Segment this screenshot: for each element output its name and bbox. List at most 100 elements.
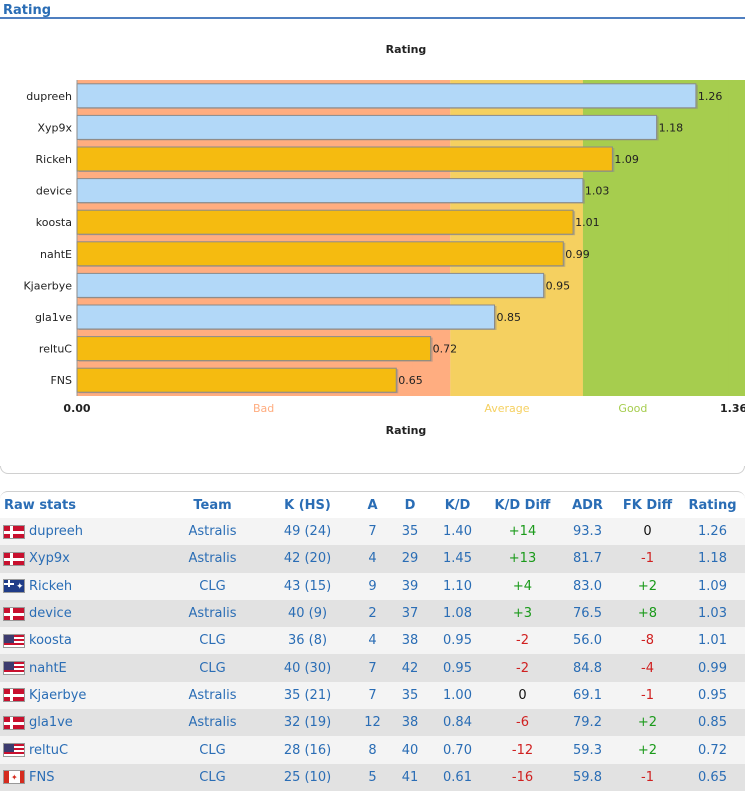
column-header[interactable]: K (HS) — [284, 497, 331, 513]
table-row: FNS CLG 25 (10) 5 41 0.61 -16 59.8 -1 0.65 — [0, 763, 745, 791]
kd-cell: 1.10 — [443, 578, 472, 594]
bar-category-label: nahtE — [40, 248, 72, 261]
team-link[interactable]: Astralis — [188, 606, 237, 622]
kd-diff-cell: -2 — [516, 660, 529, 676]
table-row: reltuC CLG 28 (16) 8 40 0.70 -12 59.3 +2 0.72 — [0, 736, 745, 764]
bar-category-label: Rickeh — [36, 153, 72, 166]
kd-diff-cell: 0 — [518, 687, 527, 703]
bar-category-label: reltuC — [39, 343, 72, 356]
flag-dk-icon — [3, 688, 25, 703]
player-link[interactable]: nahtE — [29, 660, 67, 676]
bar — [76, 83, 697, 109]
deaths-cell: 39 — [401, 578, 419, 594]
rating-cell: 0.72 — [698, 742, 727, 758]
bar — [76, 178, 584, 204]
column-header[interactable]: K/D — [444, 497, 471, 513]
x-axis-label: Rating — [386, 424, 427, 437]
rating-cell: 0.95 — [698, 687, 727, 703]
flag-dk-icon — [3, 551, 25, 566]
kd-diff-cell: -6 — [516, 715, 529, 731]
team-link[interactable]: CLG — [199, 633, 226, 649]
flag-dk-icon — [3, 524, 25, 539]
section-title: Rating — [3, 3, 52, 18]
kills-cell: 43 (15) — [283, 578, 332, 594]
kd-cell: 1.45 — [443, 551, 472, 567]
kd-cell: 1.00 — [443, 687, 472, 703]
player-cell: gla1ve — [0, 709, 165, 736]
flag-ca-icon — [3, 770, 25, 785]
team-link[interactable]: Astralis — [188, 715, 237, 731]
assists-cell: 7 — [368, 524, 377, 540]
flag-dk-icon — [3, 715, 25, 730]
player-cell: dupreeh — [0, 518, 165, 545]
bar-category-label: koosta — [36, 216, 72, 229]
player-link[interactable]: device — [29, 606, 72, 622]
player-link[interactable]: Rickeh — [29, 578, 73, 594]
column-header[interactable]: FK Diff — [622, 497, 673, 513]
zone-label-0: Bad — [253, 402, 274, 415]
table-row: nahtE CLG 40 (30) 7 42 0.95 -2 84.8 -4 0.99 — [0, 654, 745, 682]
player-cell: reltuC — [0, 736, 165, 763]
player-link[interactable]: Xyp9x — [29, 551, 70, 567]
team-link[interactable]: Astralis — [188, 524, 237, 540]
bar-category-label: gla1ve — [35, 311, 72, 324]
rating-chart-svg: Bad Average Good Rating dupreeh 1.26 Xyp9x 1.18… — [23, 43, 745, 437]
bar-category-label: dupreeh — [26, 90, 72, 103]
table-row: gla1ve Astralis 32 (19) 12 38 0.84 -6 79.2 +2 0.8… — [0, 709, 745, 737]
player-cell: Xyp9x — [0, 545, 165, 572]
column-header[interactable]: D — [404, 497, 416, 513]
fk-diff-cell: -1 — [641, 769, 654, 785]
bar — [76, 241, 564, 267]
team-link[interactable]: CLG — [199, 660, 226, 676]
kd-diff-cell: -16 — [511, 769, 534, 785]
player-link[interactable]: FNS — [29, 769, 55, 785]
column-header[interactable]: ADR — [572, 497, 603, 513]
x-tick-label: 0.00 — [63, 402, 90, 415]
team-link[interactable]: Astralis — [188, 687, 237, 703]
section-header: Rating — [0, 0, 745, 22]
bar-value-label: 0.65 — [398, 374, 423, 387]
column-header[interactable]: Rating — [688, 497, 737, 513]
zone-shade-2 — [728, 80, 745, 396]
player-link[interactable]: gla1ve — [29, 715, 73, 731]
kd-cell: 1.08 — [443, 606, 472, 622]
deaths-cell: 38 — [401, 633, 419, 649]
assists-cell: 5 — [368, 769, 377, 785]
player-link[interactable]: reltuC — [29, 742, 69, 758]
flag-us-icon — [3, 633, 25, 648]
player-link[interactable]: Kjaerbye — [29, 687, 87, 703]
kd-cell: 0.95 — [443, 633, 472, 649]
table-row: device Astralis 40 (9) 2 37 1.08 +3 76.5 +8 1.03 — [0, 599, 745, 628]
team-link[interactable]: CLG — [199, 578, 226, 594]
player-link[interactable]: koosta — [29, 633, 72, 649]
section-rule — [0, 17, 745, 19]
zone-label-1: Average — [484, 402, 529, 415]
zone-label-2: Good — [618, 402, 647, 415]
column-header[interactable]: A — [367, 497, 378, 513]
player-cell: Kjaerbye — [0, 682, 165, 709]
player-cell: Rickeh — [0, 573, 165, 600]
player-cell: device — [0, 600, 165, 627]
column-header[interactable]: Team — [193, 497, 232, 513]
kd-cell: 0.61 — [443, 769, 472, 785]
rating-cell: 0.85 — [698, 715, 727, 731]
player-cell: nahtE — [0, 654, 165, 681]
deaths-cell: 40 — [401, 742, 419, 758]
kd-diff-cell: +3 — [512, 606, 533, 622]
assists-cell: 7 — [368, 687, 377, 703]
team-link[interactable]: Astralis — [188, 551, 237, 567]
fk-diff-cell: +2 — [637, 715, 658, 731]
player-link[interactable]: dupreeh — [29, 524, 84, 540]
flag-us-icon — [3, 743, 25, 758]
team-link[interactable]: CLG — [199, 769, 226, 785]
kills-cell: 42 (20) — [283, 551, 332, 567]
kills-cell: 40 (9) — [287, 606, 328, 622]
kills-cell: 36 (8) — [287, 633, 328, 649]
bar-value-label: 1.26 — [698, 90, 723, 103]
table-row: koosta CLG 36 (8) 4 38 0.95 -2 56.0 -8 1.01 — [0, 627, 745, 655]
assists-cell: 4 — [368, 551, 377, 567]
column-header[interactable]: K/D Diff — [494, 497, 551, 513]
fk-diff-cell: +2 — [637, 742, 658, 758]
column-header[interactable]: Raw stats — [4, 497, 76, 513]
team-link[interactable]: CLG — [199, 742, 226, 758]
